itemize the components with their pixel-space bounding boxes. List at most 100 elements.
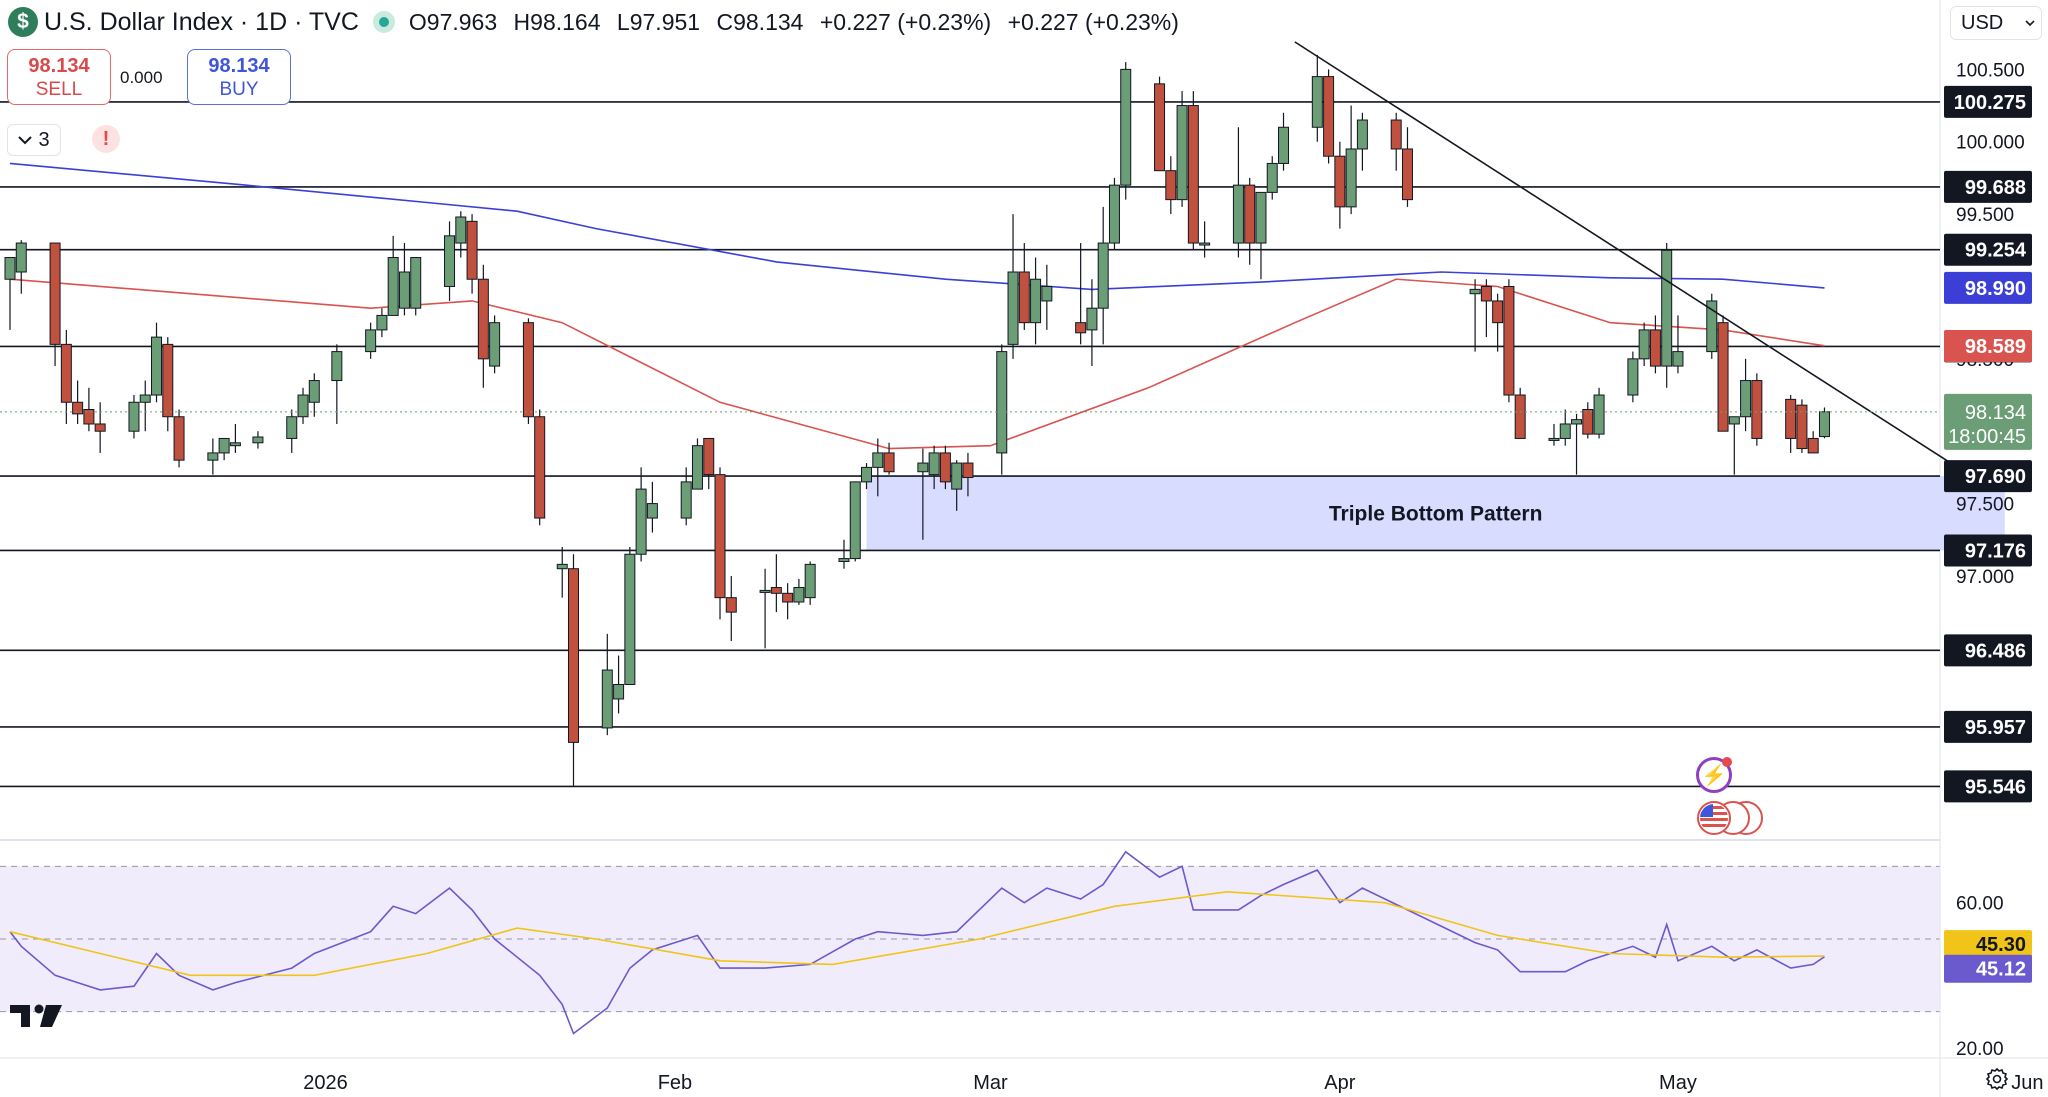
level-price-label-bg [1944, 85, 2032, 118]
rsi-value-label-text: 45.12 [1976, 959, 2026, 981]
tradingview-logo[interactable] [10, 1003, 66, 1029]
candle-body [601, 669, 613, 729]
candle [646, 481, 658, 533]
candle [1255, 191, 1267, 280]
candle [1593, 387, 1605, 439]
candle-body [1492, 300, 1504, 324]
candle-body [49, 242, 61, 345]
candle-body [1356, 119, 1368, 150]
candle [635, 467, 647, 562]
candle-body [1075, 322, 1087, 334]
open-value: 97.963 [426, 8, 498, 35]
candle-body [1672, 351, 1684, 367]
candle [1018, 243, 1030, 330]
high-label: H [513, 8, 531, 35]
candle [489, 315, 501, 374]
settings-gear-icon[interactable] [1985, 1067, 2009, 1091]
candle [624, 547, 636, 685]
candle-body [1232, 184, 1244, 244]
currency-value: USD [1961, 11, 2004, 34]
candle-body [1097, 242, 1109, 309]
candle [151, 322, 163, 403]
price-tick-label: 97.500 [1956, 495, 2014, 516]
candle [365, 322, 377, 359]
indicators-collapse-button[interactable]: 3 [7, 124, 61, 156]
us-flag-events-icon[interactable] [1696, 800, 1766, 838]
lightning-event-icon[interactable]: ⚡ [1696, 757, 1732, 793]
candle-body [60, 343, 72, 403]
candle-body [624, 553, 636, 685]
candle-body [387, 257, 399, 316]
currency-select[interactable]: USD [1950, 6, 2042, 40]
rsi-value-label: 45.30 [1944, 930, 2032, 959]
candle-body [568, 568, 579, 743]
candle-body [1176, 105, 1188, 201]
candle-body [398, 271, 410, 309]
candle-body [1706, 300, 1718, 353]
candle-body [1717, 322, 1729, 432]
level-price-label-text: 95.957 [1965, 717, 2026, 739]
moving-average-red [9, 278, 1825, 450]
warning-icon[interactable]: ! [92, 125, 120, 153]
symbol-title[interactable]: U.S. Dollar Index · 1D · TVC [44, 7, 359, 36]
candle-body [1796, 404, 1808, 450]
candle-body [1266, 162, 1278, 193]
candle-body [1244, 184, 1256, 244]
candle [568, 554, 579, 786]
candle-body [207, 452, 219, 461]
candle [252, 431, 264, 449]
candle [477, 264, 489, 388]
level-price-label-bg [1944, 710, 2032, 743]
candle-body [1120, 68, 1132, 186]
candle-body [1390, 119, 1402, 150]
level-price-label-text: 97.690 [1965, 466, 2026, 488]
rsi-value-label-text: 45.30 [1976, 934, 2026, 956]
buy-button[interactable]: 98.134 BUY [187, 49, 291, 105]
sell-button[interactable]: 98.134 SELL [7, 49, 111, 105]
candle [782, 583, 794, 620]
candle-body [1728, 416, 1740, 425]
rsi-tick-label: 60.00 [1956, 894, 2004, 915]
price-tick-label: 100.000 [1956, 133, 2025, 154]
candle [1266, 156, 1278, 200]
high-value: 98.164 [530, 8, 601, 35]
candle [951, 460, 963, 511]
price-tick-label: 100.500 [1956, 60, 2025, 81]
descending-trendline [1294, 41, 1949, 463]
time-tick-label: Apr [1324, 1072, 1355, 1094]
candle-body [218, 437, 230, 454]
candle-body [883, 452, 895, 473]
candle-body [759, 589, 771, 593]
candle [556, 547, 568, 598]
candle [883, 442, 895, 475]
candle [1345, 105, 1357, 215]
candle [861, 463, 873, 490]
candle-body [489, 322, 501, 367]
low-value: 97.951 [629, 8, 701, 35]
candle-body [1086, 307, 1098, 331]
market-status-icon [372, 11, 395, 33]
last-price-badge-bg [1944, 393, 2032, 450]
level-price-label-text: 97.176 [1965, 540, 2026, 562]
candle [455, 211, 467, 258]
candle-body [1514, 394, 1526, 439]
candle-body [4, 257, 16, 280]
candle [1571, 413, 1583, 475]
candle-body [770, 587, 782, 594]
candle-body [455, 216, 467, 244]
candle-body [308, 380, 320, 403]
candle-body [917, 462, 929, 473]
time-tick-label: May [1659, 1072, 1697, 1094]
candle [1706, 293, 1718, 359]
dollar-sign-icon[interactable]: $ [8, 7, 38, 37]
level-price-label: 95.957 [1944, 710, 2032, 743]
candle-body [1401, 148, 1413, 201]
candle [1244, 177, 1256, 265]
candle [308, 373, 320, 417]
candle-body [128, 401, 140, 432]
candle-body [173, 416, 185, 461]
indicators-count: 3 [38, 128, 50, 151]
candle-body [1627, 358, 1639, 396]
candle [1559, 409, 1571, 446]
